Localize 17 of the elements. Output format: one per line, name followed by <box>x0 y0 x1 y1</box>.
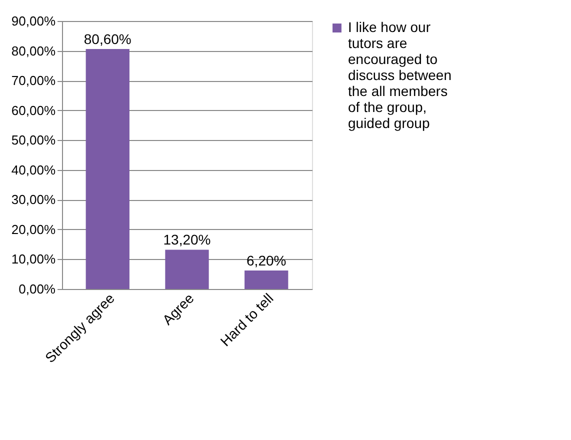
data-label: 80,60% <box>84 30 132 47</box>
y-tick-label: 90,00% <box>11 14 56 28</box>
data-label: 13,20% <box>163 232 211 248</box>
y-tick-label: 80,00% <box>11 43 56 58</box>
y-tick-label: 0,00% <box>18 282 56 296</box>
bar <box>165 250 209 289</box>
y-tick-label: 40,00% <box>11 162 56 178</box>
y-tick-label: 50,00% <box>11 132 56 148</box>
bar <box>244 270 288 289</box>
legend-label: I like how our tutors are encouraged to discuss between the all members of the group, guided group <box>348 19 452 131</box>
bar <box>86 48 130 289</box>
y-tick-label: 10,00% <box>11 252 56 267</box>
y-tick-label: 60,00% <box>11 102 56 118</box>
y-tick-label: 70,00% <box>11 73 56 88</box>
y-tick-label: 20,00% <box>11 222 56 237</box>
y-tick-label: 30,00% <box>11 192 56 208</box>
data-label: 6,20% <box>246 252 286 269</box>
